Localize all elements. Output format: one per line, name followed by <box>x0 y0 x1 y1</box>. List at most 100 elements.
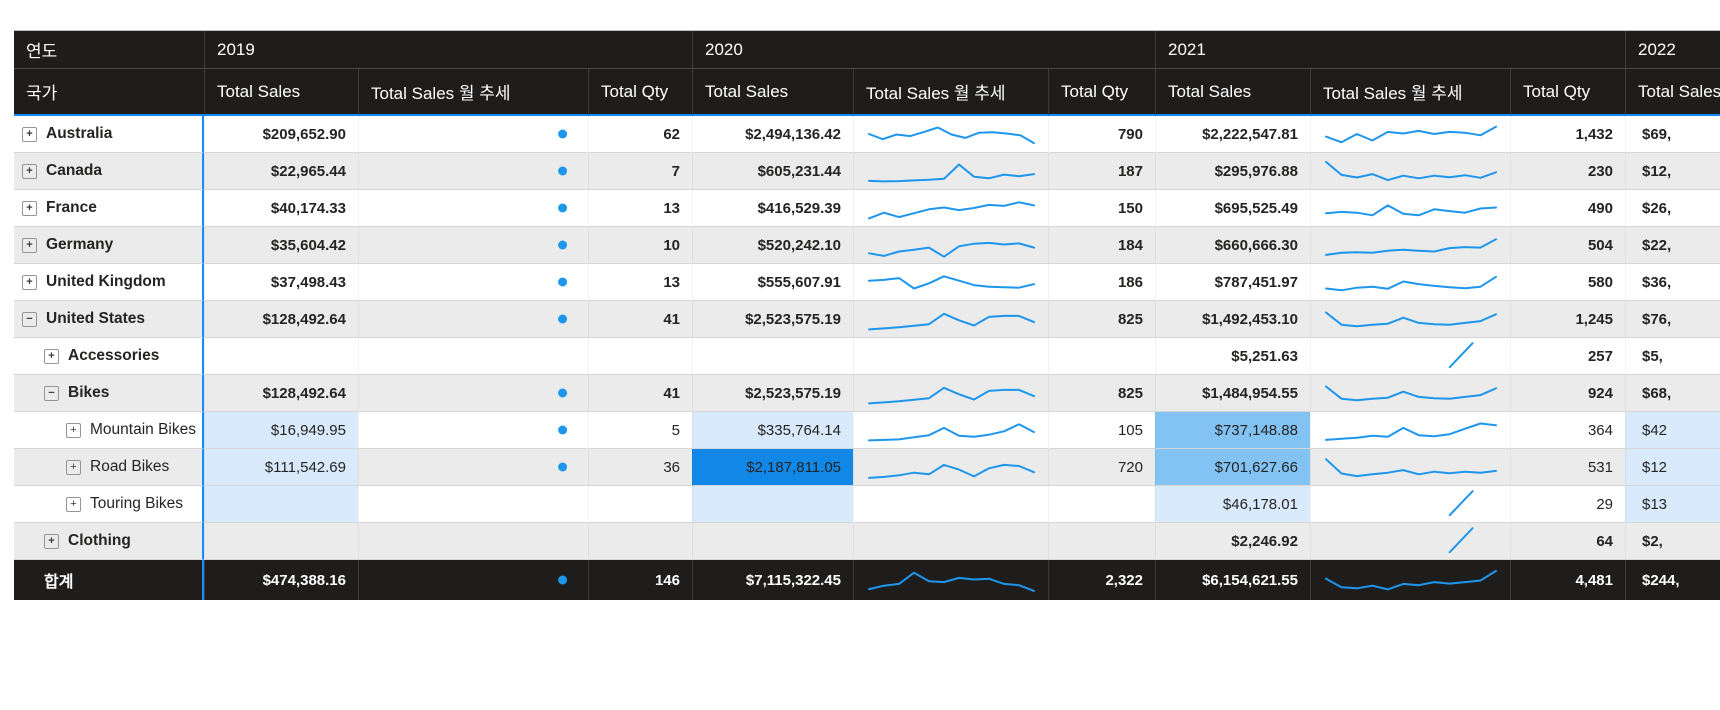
sparkline-cell[interactable] <box>853 338 1048 375</box>
qty-cell[interactable]: 105 <box>1048 412 1155 449</box>
qty-cell[interactable] <box>588 523 692 560</box>
expand-toggle-icon[interactable]: + <box>22 274 37 290</box>
sales-cell-clipped[interactable]: $36, <box>1625 264 1720 301</box>
column-header-measure[interactable]: Total Sales <box>1625 69 1720 116</box>
total-value-cell[interactable]: 4,481 <box>1510 560 1625 600</box>
qty-cell[interactable]: 531 <box>1510 449 1625 486</box>
sparkline-cell[interactable] <box>853 412 1048 449</box>
sales-cell[interactable]: $16,949.95 <box>204 412 358 449</box>
sales-cell[interactable]: $701,627.66 <box>1155 449 1310 486</box>
sparkline-cell[interactable] <box>1310 227 1510 264</box>
sales-cell[interactable]: $128,492.64 <box>204 301 358 338</box>
row-header-united-kingdom[interactable]: + United Kingdom <box>14 264 204 301</box>
sales-cell-clipped[interactable]: $12, <box>1625 153 1720 190</box>
sales-cell[interactable]: $209,652.90 <box>204 116 358 153</box>
sparkline-cell[interactable] <box>853 449 1048 486</box>
row-header-germany[interactable]: + Germany <box>14 227 204 264</box>
qty-cell[interactable]: 7 <box>588 153 692 190</box>
sales-cell[interactable]: $2,523,575.19 <box>692 375 853 412</box>
total-sparkline-cell[interactable] <box>1310 560 1510 600</box>
sparkline-cell[interactable] <box>1310 153 1510 190</box>
sales-cell-clipped[interactable]: $76, <box>1625 301 1720 338</box>
total-value-cell[interactable]: $6,154,621.55 <box>1155 560 1310 600</box>
sparkline-cell[interactable] <box>1310 412 1510 449</box>
sparkline-cell[interactable] <box>1310 338 1510 375</box>
row-header-france[interactable]: + France <box>14 190 204 227</box>
sparkline-cell[interactable] <box>853 190 1048 227</box>
row-header-touring-bikes[interactable]: + Touring Bikes <box>14 486 204 523</box>
sparkline-cell[interactable] <box>853 227 1048 264</box>
total-value-cell-clipped[interactable]: $244, <box>1625 560 1720 600</box>
sparkline-cell[interactable] <box>358 116 588 153</box>
total-value-cell[interactable]: 2,322 <box>1048 560 1155 600</box>
sales-cell[interactable]: $2,246.92 <box>1155 523 1310 560</box>
collapse-toggle-icon[interactable]: − <box>44 385 59 401</box>
row-header-road-bikes[interactable]: + Road Bikes <box>14 449 204 486</box>
sales-cell[interactable]: $695,525.49 <box>1155 190 1310 227</box>
sparkline-cell[interactable] <box>853 375 1048 412</box>
sparkline-cell[interactable] <box>358 375 588 412</box>
sales-cell[interactable] <box>204 523 358 560</box>
expand-toggle-icon[interactable]: + <box>66 496 81 512</box>
column-header-year-2021[interactable]: 2021 <box>1155 31 1625 69</box>
sales-cell[interactable] <box>204 338 358 375</box>
sparkline-cell[interactable] <box>358 264 588 301</box>
sales-cell[interactable]: $46,178.01 <box>1155 486 1310 523</box>
row-header-mountain-bikes[interactable]: + Mountain Bikes <box>14 412 204 449</box>
expand-toggle-icon[interactable]: + <box>22 126 37 142</box>
sales-cell[interactable] <box>692 486 853 523</box>
total-sparkline-cell[interactable] <box>358 560 588 600</box>
sales-cell-clipped[interactable]: $12 <box>1625 449 1720 486</box>
sales-cell[interactable]: $35,604.42 <box>204 227 358 264</box>
row-header-australia[interactable]: + Australia <box>14 116 204 153</box>
row-header-clothing[interactable]: + Clothing <box>14 523 204 560</box>
row-header-bikes[interactable]: − Bikes <box>14 375 204 412</box>
sales-cell-clipped[interactable]: $42 <box>1625 412 1720 449</box>
total-row-header[interactable]: 합계 <box>14 560 204 600</box>
sparkline-cell[interactable] <box>1310 301 1510 338</box>
qty-cell[interactable]: 5 <box>588 412 692 449</box>
qty-cell[interactable]: 790 <box>1048 116 1155 153</box>
total-sparkline-cell[interactable] <box>853 560 1048 600</box>
sales-cell[interactable]: $111,542.69 <box>204 449 358 486</box>
sales-cell[interactable]: $2,187,811.05 <box>692 449 853 486</box>
qty-cell[interactable] <box>588 486 692 523</box>
qty-cell[interactable]: 720 <box>1048 449 1155 486</box>
sparkline-cell[interactable] <box>358 523 588 560</box>
sparkline-cell[interactable] <box>358 486 588 523</box>
column-header-measure[interactable]: Total Sales 월 추세 <box>358 69 588 116</box>
sales-cell[interactable]: $2,523,575.19 <box>692 301 853 338</box>
expand-toggle-icon[interactable]: + <box>44 533 59 549</box>
sparkline-cell[interactable] <box>853 116 1048 153</box>
sparkline-cell[interactable] <box>1310 449 1510 486</box>
row-header-united-states[interactable]: − United States <box>14 301 204 338</box>
sales-cell[interactable]: $295,976.88 <box>1155 153 1310 190</box>
column-header-measure[interactable]: Total Qty <box>1510 69 1625 116</box>
expand-toggle-icon[interactable]: + <box>66 422 81 438</box>
qty-cell[interactable]: 257 <box>1510 338 1625 375</box>
row-header-accessories[interactable]: + Accessories <box>14 338 204 375</box>
sales-cell-clipped[interactable]: $2, <box>1625 523 1720 560</box>
sales-cell[interactable]: $1,484,954.55 <box>1155 375 1310 412</box>
sparkline-cell[interactable] <box>358 338 588 375</box>
row-header-canada[interactable]: + Canada <box>14 153 204 190</box>
column-header-measure[interactable]: Total Sales <box>692 69 853 116</box>
column-header-measure[interactable]: Total Qty <box>1048 69 1155 116</box>
sparkline-cell[interactable] <box>358 301 588 338</box>
sparkline-cell[interactable] <box>1310 375 1510 412</box>
sales-cell[interactable]: $335,764.14 <box>692 412 853 449</box>
sales-cell[interactable]: $37,498.43 <box>204 264 358 301</box>
sparkline-cell[interactable] <box>853 523 1048 560</box>
qty-cell[interactable]: 186 <box>1048 264 1155 301</box>
sparkline-cell[interactable] <box>853 153 1048 190</box>
sparkline-cell[interactable] <box>358 412 588 449</box>
column-header-measure[interactable]: Total Sales <box>1155 69 1310 116</box>
column-header-year-2019[interactable]: 2019 <box>204 31 692 69</box>
qty-cell[interactable]: 364 <box>1510 412 1625 449</box>
sales-cell-clipped[interactable]: $5, <box>1625 338 1720 375</box>
qty-cell[interactable]: 36 <box>588 449 692 486</box>
qty-cell[interactable]: 1,432 <box>1510 116 1625 153</box>
column-header-measure[interactable]: Total Qty <box>588 69 692 116</box>
qty-cell[interactable]: 504 <box>1510 227 1625 264</box>
qty-cell[interactable]: 924 <box>1510 375 1625 412</box>
